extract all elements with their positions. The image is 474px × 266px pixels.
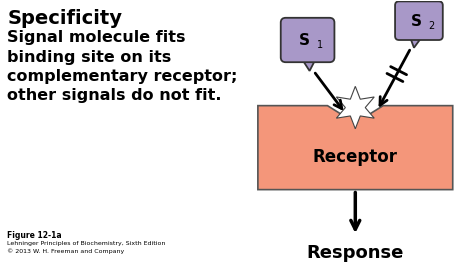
Polygon shape xyxy=(300,55,318,71)
Text: Lehninger Principles of Biochemistry, Sixth Edition: Lehninger Principles of Biochemistry, Si… xyxy=(8,241,166,246)
FancyBboxPatch shape xyxy=(395,1,443,40)
Text: Figure 12-1a: Figure 12-1a xyxy=(8,231,62,240)
Text: Specificity: Specificity xyxy=(8,9,122,28)
Text: Response: Response xyxy=(307,244,404,262)
Text: S: S xyxy=(410,14,421,29)
FancyBboxPatch shape xyxy=(281,18,335,62)
Text: S: S xyxy=(299,34,310,48)
Text: 2: 2 xyxy=(428,20,434,31)
Polygon shape xyxy=(409,34,424,48)
Text: © 2013 W. H. Freeman and Company: © 2013 W. H. Freeman and Company xyxy=(8,248,125,254)
Polygon shape xyxy=(337,86,374,129)
Text: Receptor: Receptor xyxy=(313,148,398,166)
Polygon shape xyxy=(258,101,453,190)
Text: 1: 1 xyxy=(317,40,323,50)
Text: Signal molecule fits
binding site on its
complementary receptor;
other signals d: Signal molecule fits binding site on its… xyxy=(8,30,238,103)
